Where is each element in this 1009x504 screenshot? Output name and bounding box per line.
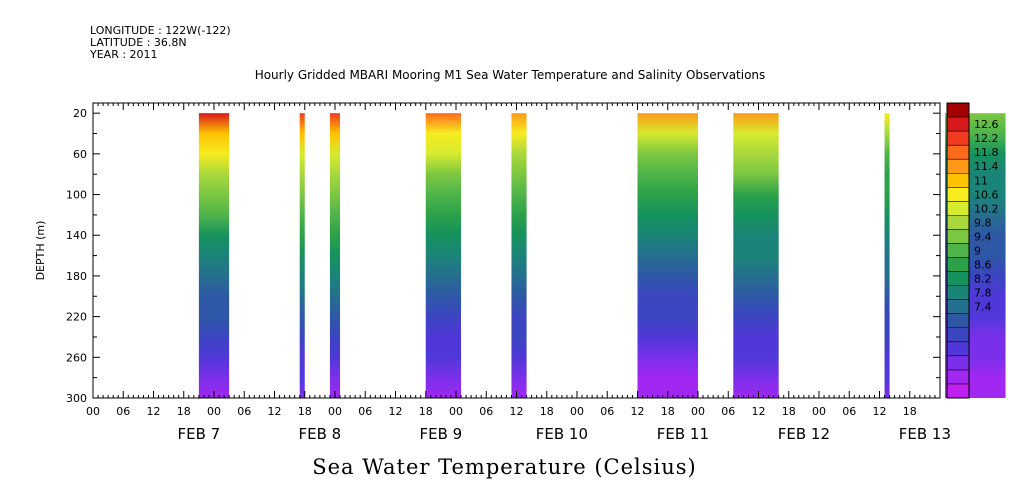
colorbar-cell [947, 271, 969, 287]
colorbar-cell [947, 285, 969, 301]
x-day-label: FEB 9 [420, 425, 463, 443]
x-tick-label: 12 [389, 405, 403, 418]
x-day-label: FEB 12 [778, 425, 830, 443]
x-tick-label: 00 [449, 405, 463, 418]
colorbar-cell [947, 215, 969, 230]
colorbar-tick-label: 12.2 [974, 132, 999, 145]
y-tick-label: 20 [73, 107, 87, 120]
colorbar-tick-label: 8.6 [974, 259, 992, 272]
colorbar-cell [947, 173, 969, 188]
colorbar-tick-label: 9 [974, 245, 981, 258]
y-tick-label: 100 [66, 189, 87, 202]
colorbar-tick-label: 9.8 [974, 216, 992, 229]
longitude-label: LONGITUDE : 122W(-122) [90, 24, 231, 37]
x-tick-label: 18 [298, 405, 312, 418]
x-tick-label: 00 [570, 405, 584, 418]
x-tick-label: 18 [177, 405, 191, 418]
colorbar-tick-label: 10.6 [974, 188, 999, 201]
x-tick-label: 06 [358, 405, 372, 418]
chart-title: Hourly Gridded MBARI Mooring M1 Sea Wate… [254, 68, 766, 82]
colorbar-tick-label: 8.2 [974, 273, 992, 286]
colorbar-cell [947, 201, 969, 216]
colorbar-cell [947, 327, 969, 343]
x-tick-label: 00 [207, 405, 221, 418]
colorbar-cell [947, 243, 969, 259]
data-block [329, 113, 341, 398]
colorbar-cell [947, 145, 969, 160]
x-tick-label: 18 [661, 405, 675, 418]
colorbar-cell [947, 131, 969, 146]
y-axis-label: DEPTH (m) [34, 221, 47, 281]
y-tick-label: 260 [66, 351, 87, 364]
x-day-label: FEB 8 [299, 425, 342, 443]
y-tick-label: 60 [73, 148, 87, 161]
data-block [299, 113, 305, 398]
x-day-label: FEB 11 [657, 425, 709, 443]
x-tick-label: 06 [479, 405, 493, 418]
x-tick-label: 00 [812, 405, 826, 418]
y-tick-label: 220 [66, 311, 87, 324]
year-label: YEAR : 2011 [90, 48, 158, 61]
x-tick-label: 06 [600, 405, 614, 418]
latitude-label: LATITUDE : 36.8N [90, 36, 187, 49]
colorbar-tick-label: 7.8 [974, 287, 992, 300]
colorbar-frame [946, 102, 970, 399]
x-tick-label: 06 [842, 405, 856, 418]
colorbar-tick-label: 11 [974, 174, 988, 187]
data-block [425, 113, 462, 398]
y-tick-label: 300 [66, 392, 87, 405]
x-tick-label: 12 [147, 405, 161, 418]
x-day-label: FEB 7 [178, 425, 221, 443]
x-tick-label: 12 [631, 405, 645, 418]
x-tick-label: 12 [873, 405, 887, 418]
x-tick-label: 18 [419, 405, 433, 418]
colorbar-cell [947, 257, 969, 273]
colorbar-tick-label: 10.2 [974, 202, 999, 215]
x-tick-label: 00 [691, 405, 705, 418]
colorbar-cell [947, 355, 969, 371]
x-tick-label: 18 [782, 405, 796, 418]
x-tick-label: 12 [752, 405, 766, 418]
x-tick-label: 18 [540, 405, 554, 418]
colorbar-cell [947, 117, 969, 132]
data-block [884, 113, 890, 398]
colorbar-tick-label: 11.8 [974, 146, 999, 159]
x-tick-label: 18 [903, 405, 917, 418]
colorbar-cell [947, 187, 969, 202]
colorbar-cell [947, 299, 969, 315]
colorbar-cell [947, 369, 969, 385]
colorbar-cell [947, 229, 969, 244]
x-tick-label: 00 [328, 405, 342, 418]
x-tick-label: 06 [721, 405, 735, 418]
colorbar-label: Sea Water Temperature (Celsius) [312, 455, 697, 479]
data-block [198, 113, 230, 398]
data-block [637, 113, 698, 398]
colorbar-tick-label: 12.6 [974, 118, 999, 131]
colorbar-cell [947, 383, 969, 399]
y-tick-label: 180 [66, 270, 87, 283]
x-tick-label: 12 [268, 405, 282, 418]
x-tick-label: 06 [237, 405, 251, 418]
data-block [511, 113, 527, 398]
x-tick-label: 06 [116, 405, 130, 418]
colorbar-cell [947, 103, 969, 118]
colorbar-cell [947, 313, 969, 329]
y-tick-label: 140 [66, 229, 87, 242]
x-day-label: FEB 10 [536, 425, 588, 443]
colorbar-cell [947, 341, 969, 357]
x-tick-label: 00 [86, 405, 100, 418]
x-day-label: FEB 13 [899, 425, 951, 443]
colorbar-tick-label: 7.4 [974, 301, 992, 314]
data-block [733, 113, 779, 398]
colorbar-tick-label: 11.4 [974, 160, 999, 173]
colorbar-cell [947, 159, 969, 174]
colorbar-tick-label: 9.4 [974, 230, 992, 243]
x-tick-label: 12 [510, 405, 524, 418]
